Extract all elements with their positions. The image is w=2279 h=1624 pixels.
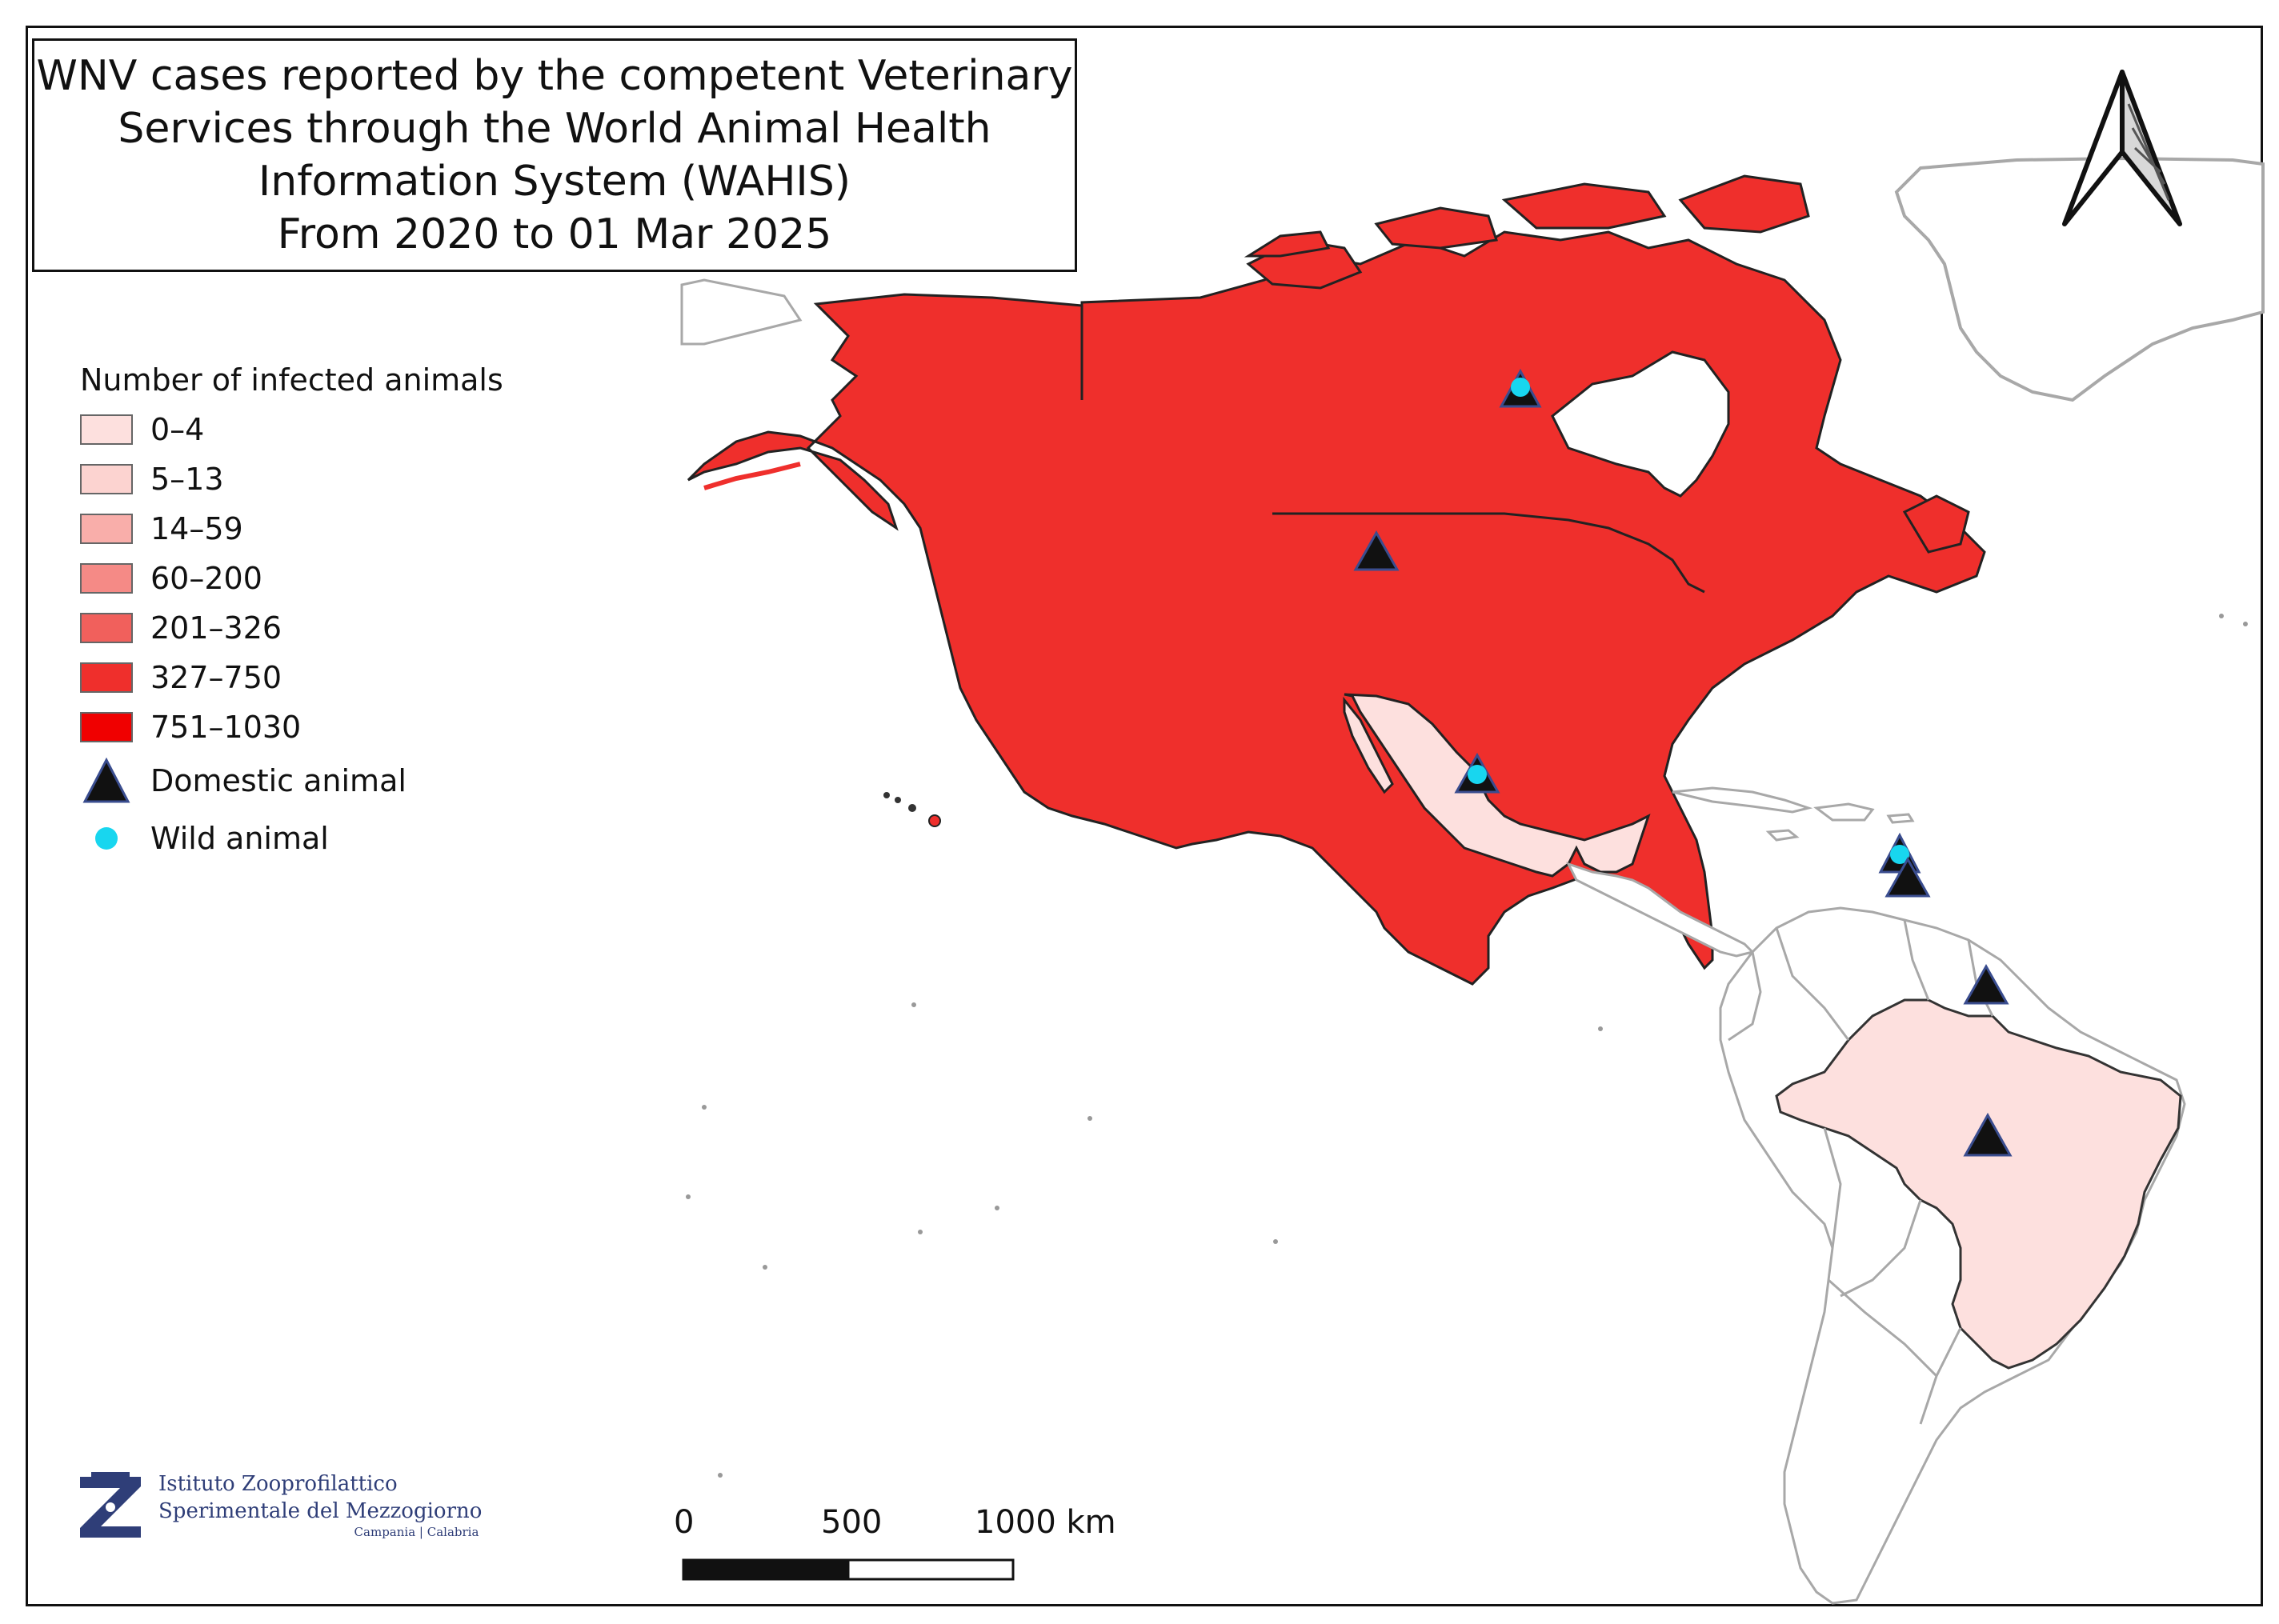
pacific-island <box>763 1265 767 1270</box>
hawaii-island-3 <box>908 804 916 812</box>
pacific-island <box>918 1230 923 1234</box>
usa-canada-border <box>1272 512 1705 594</box>
legend-class-row: 5–13 <box>80 454 528 504</box>
newfoundland-shape <box>1902 494 1970 554</box>
marker-mexico <box>1454 752 1500 794</box>
pacific-island <box>911 1002 916 1007</box>
domestic-animal-marker <box>1353 530 1400 571</box>
legend-class-label: 60–200 <box>150 561 262 596</box>
legend-domestic-row: Domestic animal <box>80 752 528 810</box>
legend-class-row: 14–59 <box>80 504 528 554</box>
map-title-line-2: Services through the World Animal Health <box>118 105 991 153</box>
logo-line-2: Sperimentale del Mezzogiorno <box>158 1499 483 1523</box>
scale-label-1000: 1000 km <box>975 1504 1116 1541</box>
legend-class-label: 14–59 <box>150 511 243 546</box>
domestic-animal-marker <box>1963 1112 2013 1157</box>
map-legend: Number of infected animals 0–4 5–13 14–5… <box>80 358 528 867</box>
map-title-line-4: From 2020 to 01 Mar 2025 <box>277 210 832 258</box>
legend-swatch <box>80 662 133 693</box>
pacific-island <box>1273 1239 1278 1244</box>
domestic-triangle-icon <box>80 757 133 805</box>
scale-label-500: 500 <box>821 1504 883 1541</box>
legend-swatch <box>80 563 133 594</box>
pacific-island <box>686 1194 691 1199</box>
wild-animal-marker <box>1890 845 1909 864</box>
legend-class-label: 5–13 <box>150 462 224 497</box>
marker-canada-manitoba <box>1499 368 1542 408</box>
legend-class-row: 751–1030 <box>80 702 528 752</box>
scale-bar <box>682 1558 1015 1581</box>
legend-class-label: 201–326 <box>150 610 282 646</box>
legend-class-row: 0–4 <box>80 405 528 454</box>
marker-martinique <box>1884 856 1931 898</box>
domestic-animal-marker <box>1884 856 1931 898</box>
map-title-box: WNV cases reported by the competent Vete… <box>32 38 1077 272</box>
puerto-rico-shape <box>1886 813 1915 824</box>
arctic-island-5 <box>1244 230 1331 258</box>
aleutian-islands <box>703 462 801 490</box>
legend-title: Number of infected animals <box>80 362 503 398</box>
legend-swatch <box>80 464 133 494</box>
pacific-island <box>702 1105 707 1110</box>
legend-swatch <box>80 712 133 742</box>
pacific-island <box>2219 614 2224 618</box>
central-america-shape <box>1566 862 1755 958</box>
wild-animal-marker <box>1468 765 1487 784</box>
pacific-island <box>1087 1116 1092 1121</box>
legend-swatch <box>80 613 133 643</box>
map-title-line-3: Information System (WAHIS) <box>258 158 851 206</box>
marker-brazil <box>1963 1112 2013 1157</box>
legend-domestic-label: Domestic animal <box>150 763 407 798</box>
institute-logo-icon <box>80 1472 141 1538</box>
hawaii-island-2 <box>895 797 901 803</box>
hudson-bay-shape <box>1551 350 1730 498</box>
institute-logo-text: Istituto Zooprofilattico Sperimentale de… <box>158 1470 482 1539</box>
chukotka-shape <box>680 278 803 346</box>
hawaii-island-1 <box>883 792 890 798</box>
pacific-island <box>995 1206 999 1210</box>
legend-swatch <box>80 514 133 544</box>
pacific-island <box>2243 622 2248 626</box>
domestic-animal-marker <box>1963 963 2009 1005</box>
marker-united-states <box>1353 530 1400 571</box>
legend-class-label: 0–4 <box>150 412 205 447</box>
legend-class-label: 751–1030 <box>150 710 302 745</box>
logo-line-3: Campania | Calabria <box>354 1525 479 1539</box>
scale-label-0: 0 <box>674 1504 695 1541</box>
logo-line-1: Istituto Zooprofilattico <box>158 1472 398 1496</box>
legend-class-row: 60–200 <box>80 554 528 603</box>
hispaniola-shape <box>1813 802 1875 822</box>
wild-circle-icon <box>80 814 133 862</box>
map-title-line-1: WNV cases reported by the competent Vete… <box>36 52 1073 100</box>
legend-class-label: 327–750 <box>150 660 282 695</box>
legend-swatch <box>80 414 133 445</box>
pacific-island <box>1598 1026 1603 1031</box>
legend-class-row: 201–326 <box>80 603 528 653</box>
arctic-island-2 <box>1374 206 1498 250</box>
north-arrow-icon <box>2062 70 2182 226</box>
north-america-usa-canada-shape <box>687 230 1986 986</box>
cuba-shape <box>1672 786 1813 814</box>
brazil-shape <box>1775 998 2182 1370</box>
legend-wild-row: Wild animal <box>80 810 528 867</box>
marker-french-guiana <box>1963 963 2009 1005</box>
arctic-island-3 <box>1501 182 1667 230</box>
arctic-island-4 <box>1678 174 1810 234</box>
hawaii-island-4 <box>928 814 941 827</box>
jamaica-shape <box>1765 829 1800 842</box>
greenland-shape <box>1894 156 2265 402</box>
wild-animal-marker <box>1511 378 1530 397</box>
pacific-island <box>718 1473 723 1478</box>
legend-wild-label: Wild animal <box>150 821 329 856</box>
baja-california-shape <box>1343 696 1394 794</box>
institute-logo: Istituto Zooprofilattico Sperimentale de… <box>72 1469 488 1549</box>
legend-class-row: 327–750 <box>80 653 528 702</box>
